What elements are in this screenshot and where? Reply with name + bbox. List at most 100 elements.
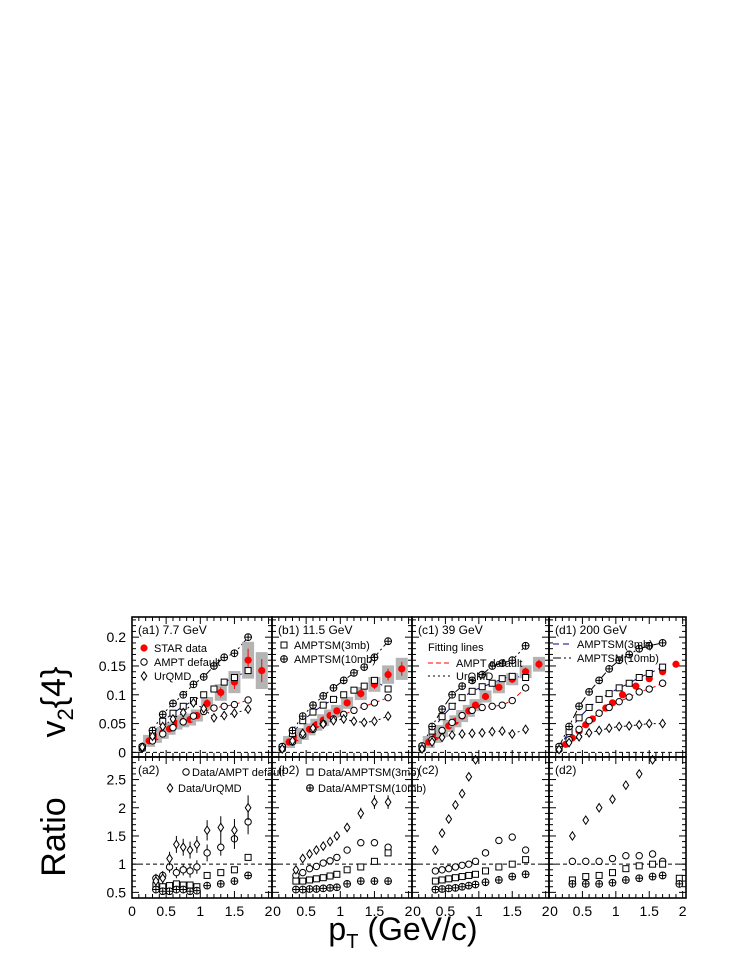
data-point-urqmd [438, 732, 446, 743]
data-point-data-urqmd [458, 788, 466, 799]
x-tick-label: 1 [475, 903, 483, 919]
data-point-ampt-10mb--cross [468, 676, 476, 684]
panel-a1: 0 0.05 0.1 0.15 0.2 (a1) 7.7 GeV STAR data AMPT… [99, 616, 273, 760]
x-tick-label: 1.5 [640, 903, 660, 919]
data-point-urqmd [299, 728, 307, 739]
y-tick-label: 2.5 [107, 772, 127, 788]
data-point-ampt-10mb--cross [575, 702, 583, 710]
data-point-ampt-10mb--cross [645, 642, 653, 650]
data-point-data-ampt-3mb- [458, 873, 466, 881]
data-point-data-urqmd [159, 873, 167, 884]
data-point-ampt-3mb- [478, 683, 486, 691]
data-point-urqmd [458, 728, 466, 740]
y-title-main: v [35, 720, 73, 737]
data-point-ampt-3mb- [522, 673, 530, 681]
data-point-urqmd [418, 743, 426, 755]
data-point-ampt-default [230, 700, 239, 709]
data-point-ampt-10mb--cross [522, 642, 530, 650]
x-tick-label: 2 [542, 903, 550, 919]
data-point-data-ampt-3mb- [445, 875, 453, 883]
data-point-ampt-3mb- [350, 686, 358, 694]
x-title-tail: (GeV/c) [358, 911, 477, 947]
data-point-star-data [384, 671, 392, 679]
data-point-ampt-default [635, 688, 643, 696]
data-point-urqmd [220, 710, 228, 721]
data-point-data-ampt-10mb--cross [172, 886, 180, 893]
data-point-data-ampt-default [582, 857, 590, 866]
data-point-data-urqmd [299, 853, 307, 864]
panels: 0 0.05 0.1 0.15 0.2 (a1) 7.7 GeV STAR data AMPT… [99, 616, 687, 919]
data-point-data-ampt-3mb- [649, 860, 657, 868]
legend-label: AMPTSM(3mb) [577, 639, 653, 651]
data-point-ampt-10mb--cross [210, 662, 218, 670]
data-point-urqmd [309, 723, 317, 734]
data-point-data-urqmd [292, 864, 300, 875]
data-point-data-ampt-10mb--cross [582, 880, 590, 888]
data-point-data-ampt-default [508, 833, 516, 841]
data-point-ampt-10mb--cross [231, 649, 238, 657]
legend: AMPTSM(3mb) AMPTSM(10mb) [553, 639, 659, 665]
legend: Data/AMPTSM(3mb) Data/AMPTSM(10mb) [306, 767, 426, 795]
data-point-ampt-10mb--cross [179, 691, 187, 699]
data-point-ampt-3mb- [210, 685, 218, 693]
data-point-urqmd [508, 728, 516, 740]
data-point-data-ampt-3mb- [312, 875, 320, 883]
data-point-data-ampt-10mb--cross [179, 886, 187, 893]
data-point-data-ampt-10mb--cross [152, 886, 160, 893]
data-point-ampt-10mb--cross [244, 633, 252, 641]
data-point-data-urqmd [609, 794, 616, 805]
data-point-urqmd [179, 707, 187, 718]
data-point-urqmd [615, 721, 623, 732]
data-point-ampt-3mb- [645, 669, 653, 677]
legend-label: AMPTSM(3mb) [294, 640, 370, 652]
y-tick-label: 0.05 [99, 716, 126, 732]
data-point-data-ampt-3mb- [370, 857, 378, 865]
data-point-urqmd [635, 719, 643, 730]
data-point-urqmd [555, 744, 563, 755]
x-tick-label: 0.5 [573, 903, 593, 919]
data-point-urqmd [149, 731, 156, 742]
data-point-ampt-10mb--cross [190, 681, 197, 688]
y-title-sub: 2 [53, 708, 78, 720]
data-point-data-ampt-10mb--cross [472, 881, 479, 888]
data-point-ampt-default [370, 699, 379, 707]
x-title-sub: T [346, 931, 358, 953]
data-point-data-ampt-default [438, 866, 446, 874]
data-point-data-ampt-3mb- [292, 877, 300, 885]
data-point-urqmd [330, 715, 337, 726]
legend: AMPTSM(3mb) AMPTSM(10mb) [280, 640, 376, 666]
data-point-urqmd [384, 710, 392, 722]
data-point-urqmd [488, 726, 496, 737]
data-point-ampt-3mb- [360, 682, 368, 690]
data-point-star-data [672, 660, 680, 668]
data-point-data-ampt-default [608, 854, 617, 863]
data-point-data-ampt-3mb- [431, 877, 439, 885]
data-point-urqmd [659, 718, 667, 729]
data-point-data-ampt-10mb--cross [649, 873, 656, 880]
data-point-data-ampt-3mb- [595, 871, 603, 879]
data-point-data-ampt-3mb- [319, 874, 327, 882]
y-tick-label: 2 [118, 800, 126, 816]
data-point-data-urqmd [465, 771, 473, 782]
data-point-star-data [203, 699, 211, 708]
data-point-urqmd [371, 716, 378, 727]
data-point-data-ampt-3mb- [333, 870, 341, 878]
data-point-ampt-10mb--cross [605, 665, 613, 673]
data-point-ampt-3mb- [200, 691, 208, 699]
data-point-data-urqmd [582, 815, 590, 826]
data-point-ampt-default [605, 703, 613, 712]
data-point-data-ampt-3mb- [186, 881, 194, 889]
data-point-star-data [481, 692, 490, 701]
data-point-data-ampt-3mb- [326, 872, 334, 880]
data-point-ampt-10mb--cross [289, 727, 296, 734]
data-point-ampt-10mb--cross [360, 663, 368, 671]
data-point-data-ampt-10mb--cross [186, 887, 194, 895]
data-point-star-data [535, 660, 543, 668]
data-point-data-urqmd [343, 822, 351, 833]
data-point-ampt-10mb--cross [220, 653, 228, 661]
data-point-data-urqmd [217, 822, 225, 833]
legend-label: AMPTSM(10mb) [294, 654, 376, 666]
data-point-data-ampt-10mb--cross [231, 877, 238, 885]
